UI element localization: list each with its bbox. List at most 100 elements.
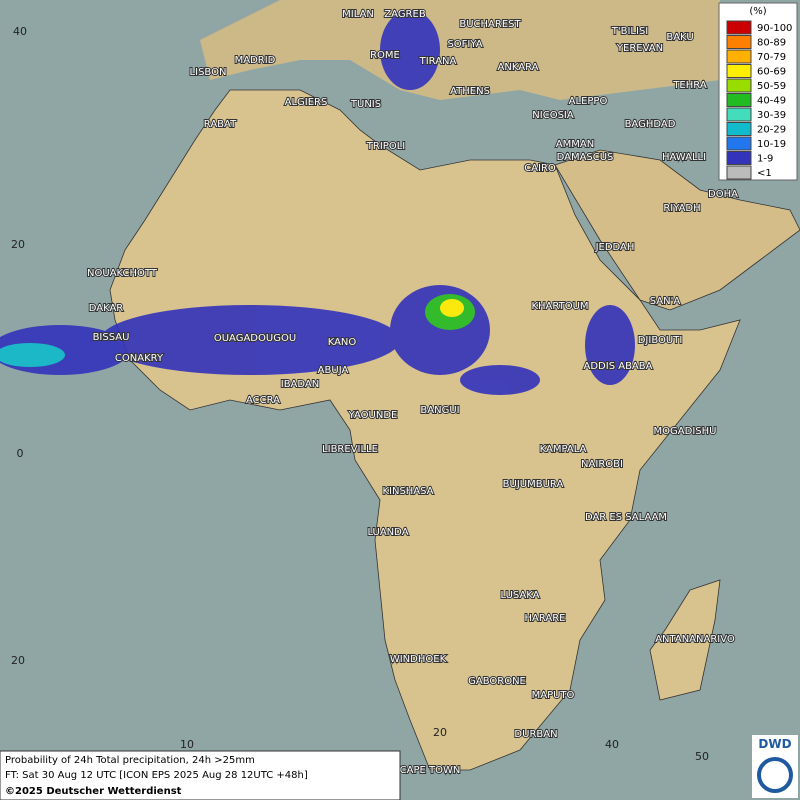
europe xyxy=(200,0,720,100)
legend-swatch xyxy=(726,20,752,35)
city-label: CAIRO xyxy=(524,163,556,174)
city-label: HAWALLI xyxy=(662,152,706,163)
legend-swatch xyxy=(726,165,752,180)
caption-line: ©2025 Deutscher Wetterdienst xyxy=(5,786,182,797)
legend-label: 40-49 xyxy=(757,96,786,107)
city-label: HARARE xyxy=(524,613,565,624)
city-label: DOHA xyxy=(708,189,738,200)
city-label: MILAN xyxy=(342,9,374,20)
city-label: TUNIS xyxy=(350,99,381,110)
legend-label: 70-79 xyxy=(757,52,786,63)
legend-label: 90-100 xyxy=(757,23,792,34)
city-label: KAMPALA xyxy=(540,444,587,455)
city-label: RABAT xyxy=(204,119,237,130)
city-label: GABORONE xyxy=(468,676,526,687)
logo: DWD xyxy=(758,737,791,751)
city-label: DAR ES SALAAM xyxy=(585,512,667,523)
city-label: ADDIS ABABA xyxy=(584,361,653,372)
city-label: BUCHAREST xyxy=(459,19,521,30)
city-label: WINDHOEK xyxy=(390,654,447,665)
caption-box xyxy=(0,750,401,801)
legend-label: 20-29 xyxy=(757,125,786,136)
city-label: MOGADISHU xyxy=(654,426,717,437)
city-label: MAPUTO xyxy=(532,690,575,701)
legend-label: 1-9 xyxy=(757,154,773,165)
city-label: ATHENS xyxy=(450,86,490,97)
city-label: BAKU xyxy=(666,32,693,43)
city-label: DAMASCUS xyxy=(557,152,614,163)
legend-swatch xyxy=(726,49,752,64)
city-label: JEDDAH xyxy=(595,242,635,253)
city-label: LUANDA xyxy=(367,527,408,538)
city-label: ALEPPO xyxy=(569,96,608,107)
legend-label: <1 xyxy=(757,168,772,179)
grid-label: 40 xyxy=(13,25,27,38)
city-label: KANO xyxy=(328,337,357,348)
grid-label: 20 xyxy=(11,238,25,251)
legend-swatch xyxy=(726,122,752,136)
city-label: ZAGREB xyxy=(384,9,426,20)
legend-label: 50-59 xyxy=(757,81,786,92)
city-label: TRIPOLI xyxy=(366,141,405,152)
city-label: NICOSIA xyxy=(532,110,574,121)
city-label: AMMAN xyxy=(556,139,594,150)
legend-swatch xyxy=(726,93,752,107)
grid-label: 20 xyxy=(11,654,25,667)
grid-label: 20 xyxy=(433,726,447,739)
caption-line: FT: Sat 30 Aug 12 UTC [ICON EPS 2025 Aug… xyxy=(5,770,308,781)
legend-label: 10-19 xyxy=(757,139,786,150)
precipitation xyxy=(0,10,635,395)
city-label: BAGHDAD xyxy=(625,119,676,130)
city-label: DJIBOUTI xyxy=(638,335,683,346)
city-label: ANKARA xyxy=(498,62,539,73)
city-label: CAPE TOWN xyxy=(400,765,461,776)
city-label: NAIROBI xyxy=(581,459,623,470)
city-label: YAOUNDE xyxy=(348,410,398,421)
city-label: IBADAN xyxy=(281,379,320,390)
city-label: ANTANANARIVO xyxy=(655,634,735,645)
legend-swatch xyxy=(726,35,752,49)
city-label: T'BILISI xyxy=(611,26,648,37)
city-label: ALGIERS xyxy=(285,97,328,108)
legend-swatch xyxy=(726,107,752,122)
city-label: ABUJA xyxy=(318,365,349,376)
caption-line: Probability of 24h Total precipitation, … xyxy=(5,755,255,766)
legend-label: 80-89 xyxy=(757,38,786,49)
city-label: SOFIYA xyxy=(447,39,482,50)
city-label: LUSAKA xyxy=(501,590,540,601)
city-label: TIRANA xyxy=(419,56,457,67)
city-label: OUAGADOUGOU xyxy=(214,333,296,344)
city-label: DAKAR xyxy=(89,303,124,314)
grid-label: 40 xyxy=(605,738,619,751)
city-label: LIBREVILLE xyxy=(322,444,378,455)
city-label: SAN'A xyxy=(650,296,681,307)
legend-swatch xyxy=(726,64,752,78)
city-label: BUJUMBURA xyxy=(503,479,564,490)
madagascar xyxy=(649,579,721,701)
legend-label: 30-39 xyxy=(757,110,786,121)
city-label: BISSAU xyxy=(93,332,130,343)
city-label: ACCRA xyxy=(246,395,280,406)
legend-swatch xyxy=(726,136,752,151)
city-label: YEREVAN xyxy=(616,43,663,54)
logo-icon xyxy=(757,757,793,793)
legend-swatch xyxy=(726,151,752,165)
city-label: MADRID xyxy=(235,55,276,66)
grid-label: 50 xyxy=(695,750,709,763)
city-label: ROME xyxy=(370,50,400,61)
city-label: KHARTOUM xyxy=(531,301,588,312)
city-label: KINSHASA xyxy=(382,486,433,497)
city-label: RIYADH xyxy=(663,203,700,214)
legend-title: (%) xyxy=(749,6,766,17)
city-label: BANGUI xyxy=(420,405,459,416)
city-label: CONAKRY xyxy=(115,353,164,364)
city-label: DURBAN xyxy=(514,729,557,740)
city-label: LISBON xyxy=(190,67,227,78)
city-label: TEHRA xyxy=(672,80,706,91)
grid-label: 0 xyxy=(17,447,24,460)
legend-swatch xyxy=(726,78,752,93)
grid-label: 10 xyxy=(180,738,194,751)
arabia xyxy=(554,149,800,311)
legend-label: 60-69 xyxy=(757,67,786,78)
